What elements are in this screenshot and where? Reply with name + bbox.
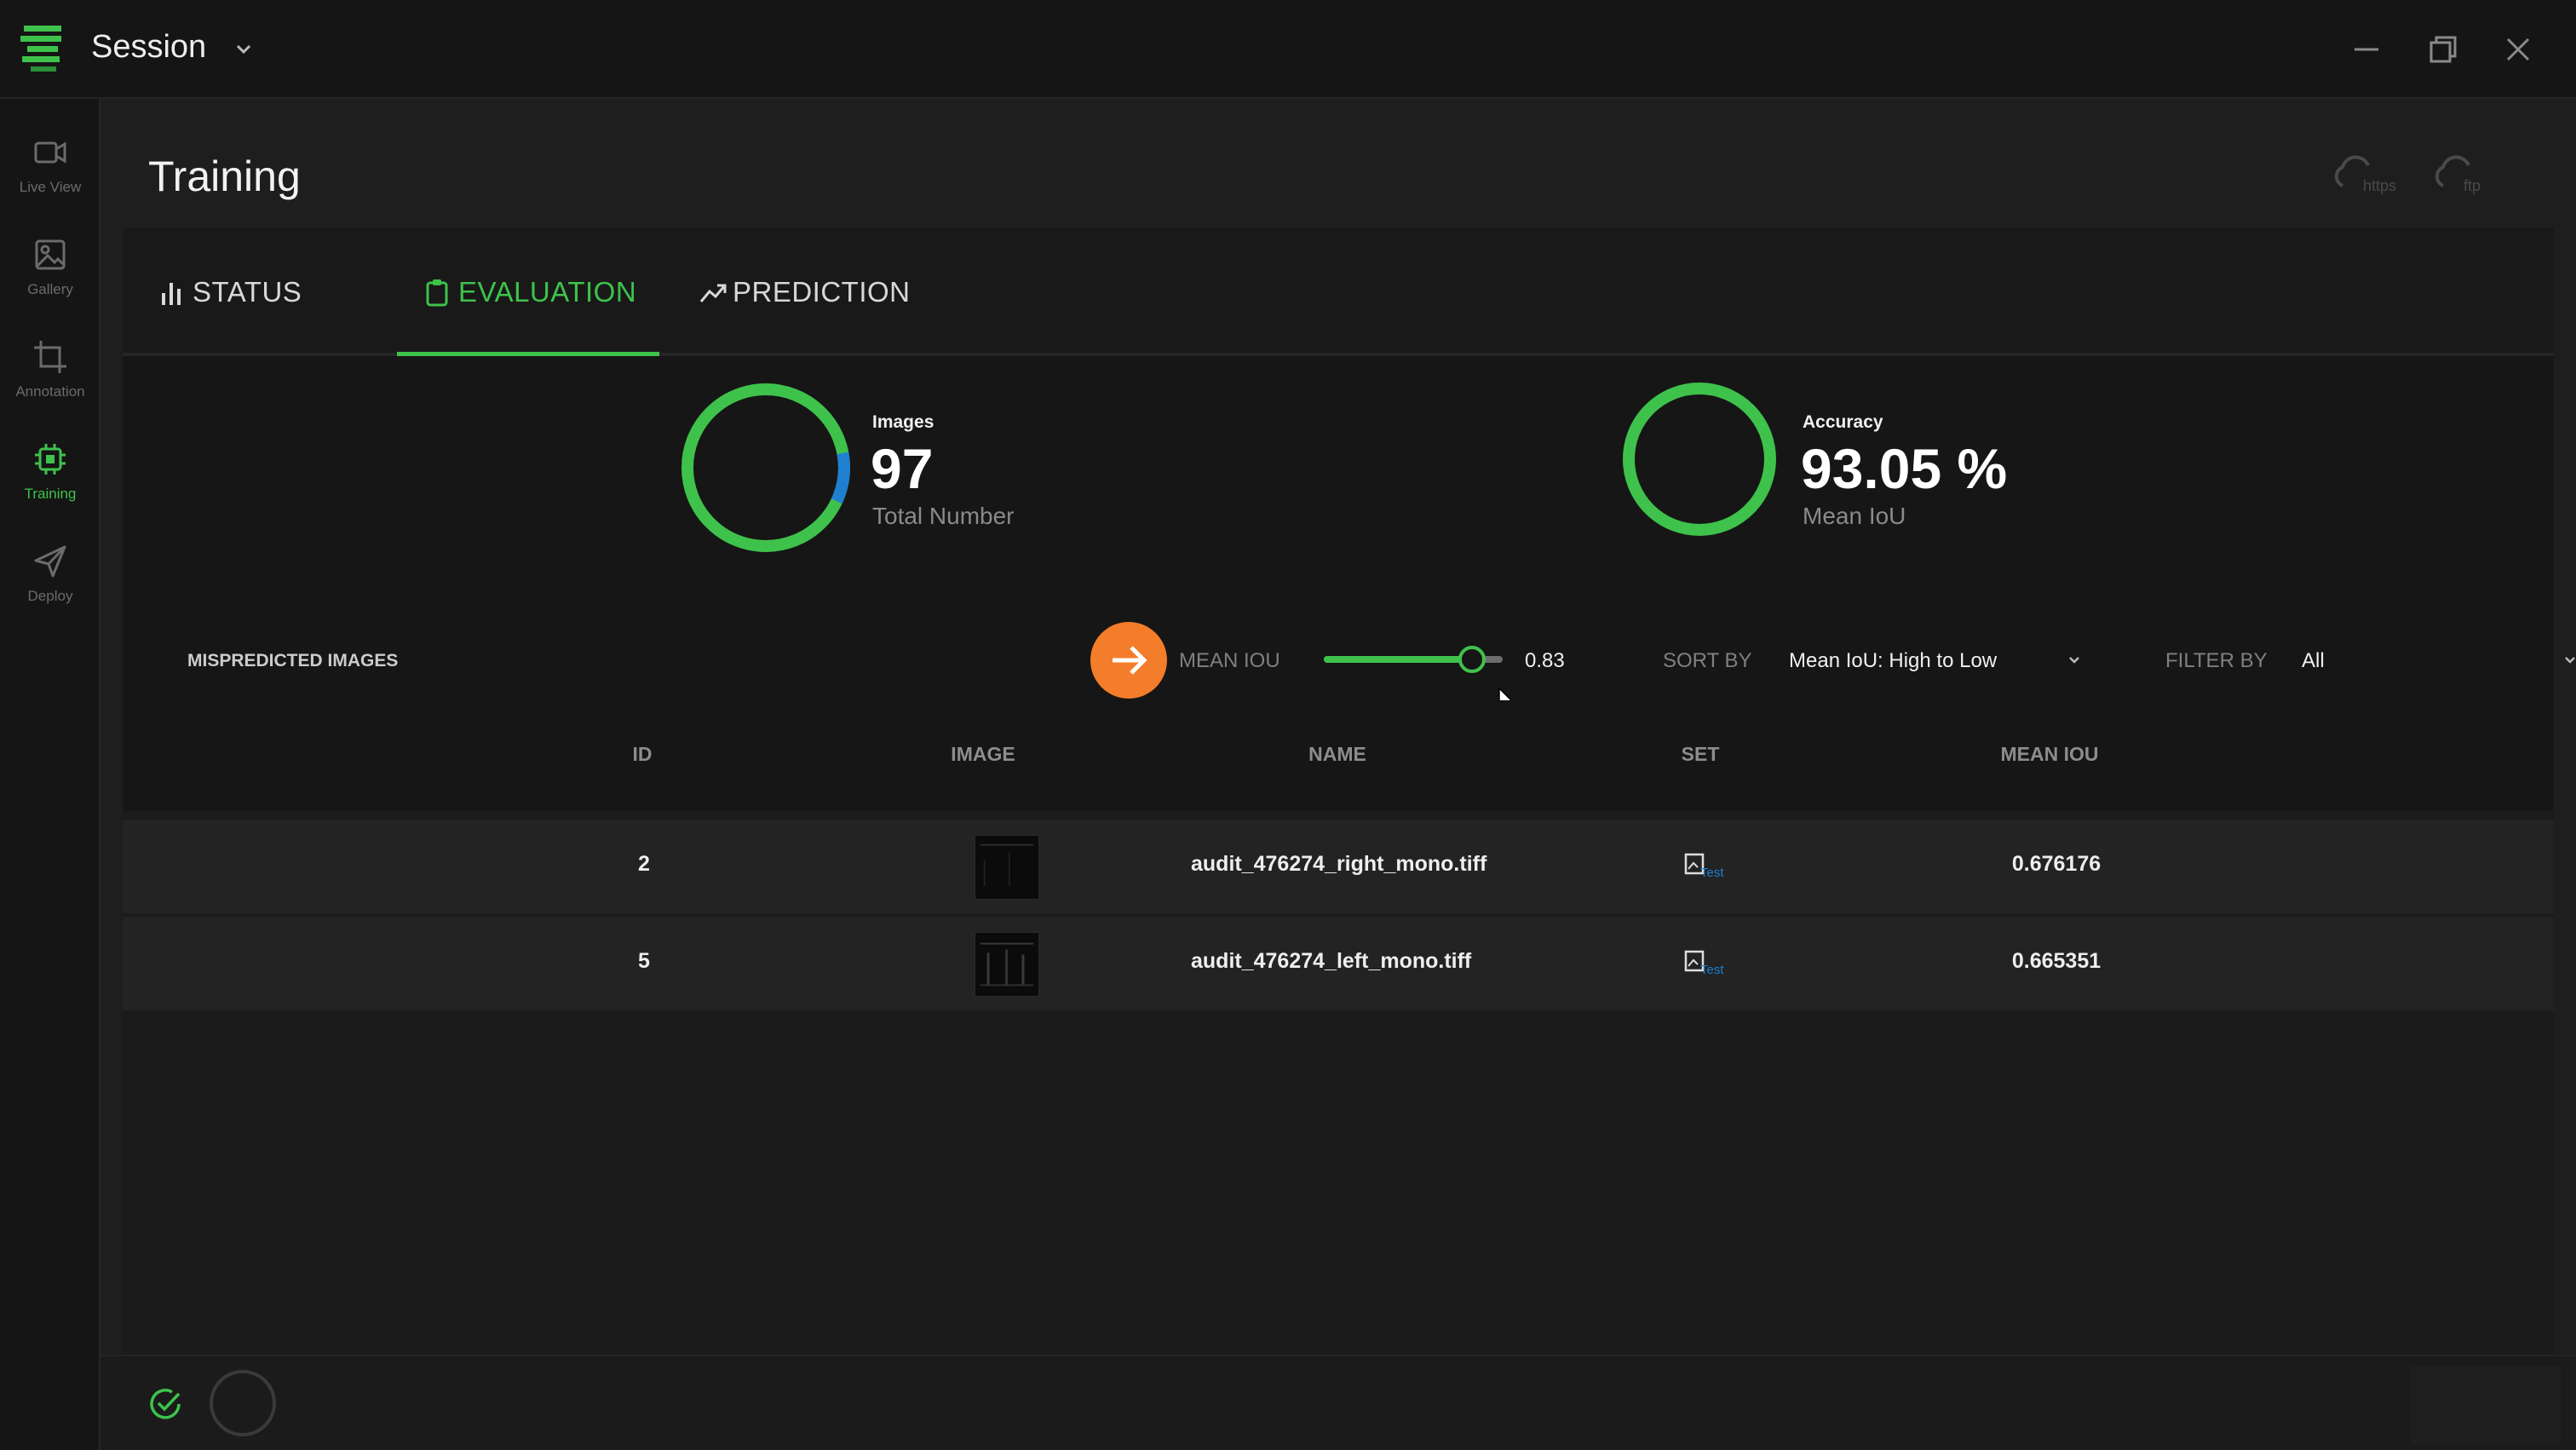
- mean-iou-label: MEAN IOU: [1179, 649, 1280, 672]
- cloud-ftp-label: ftp: [2464, 177, 2481, 194]
- row-name: audit_476274_right_mono.tiff: [1191, 852, 1487, 876]
- cloud-icon: [2435, 155, 2470, 187]
- tab-prediction-label: PREDICTION: [733, 276, 911, 308]
- test-set-icon: [1684, 950, 1705, 972]
- sidebar-item-label: Deploy: [27, 588, 73, 604]
- table-row[interactable]: 2 audit_476274_right_mono.tiff Te: [123, 820, 2554, 913]
- accuracy-sub: Mean IoU: [1803, 503, 1906, 529]
- row-id: 5: [638, 949, 650, 973]
- chevron-down-icon: [2069, 657, 2079, 664]
- filter-by-label: FILTER BY: [2165, 649, 2268, 672]
- status-bar: [101, 1355, 2576, 1450]
- column-header-id: ID: [632, 743, 653, 765]
- column-header-name: NAME: [1308, 743, 1366, 765]
- sort-by-select[interactable]: Mean IoU: High to Low: [1789, 637, 2096, 685]
- image-thumbnail[interactable]: [975, 835, 1039, 900]
- cloud-https-label: https: [2363, 177, 2397, 194]
- active-tab-indicator: [397, 352, 659, 356]
- images-value: 97: [871, 437, 934, 500]
- images-sub: Total Number: [872, 503, 1015, 529]
- accuracy-label: Accuracy: [1803, 412, 1883, 432]
- filter-by-value: All: [2302, 649, 2325, 672]
- minimize-icon[interactable]: [2348, 31, 2385, 68]
- section-title: MISPREDICTED IMAGES: [187, 651, 399, 670]
- set-badge: Test: [1683, 852, 1731, 886]
- tab-bar: STATUS EVALUATION PREDICTION: [123, 228, 2554, 356]
- tab-status-label: STATUS: [193, 276, 302, 308]
- row-id: 2: [638, 852, 650, 876]
- main-content: Training https ftp STATUS: [101, 99, 2576, 1430]
- chevron-down-icon: [2565, 657, 2575, 664]
- mispredicted-table: ID IMAGE NAME SET MEAN IOU 2 audit_47627…: [123, 700, 2554, 1430]
- apply-filter-button[interactable]: [1090, 622, 1167, 699]
- stats-row: Images 97 Total Number Accuracy 93.05 % …: [123, 360, 2554, 573]
- sidebar-item-gallery[interactable]: Gallery: [0, 228, 101, 322]
- row-name: audit_476274_left_mono.tiff: [1191, 949, 1472, 973]
- sidebar-item-label: Live View: [19, 179, 82, 195]
- check-circle-icon: [150, 1389, 181, 1419]
- column-header-mean-iou: MEAN IOU: [2000, 743, 2099, 765]
- sidebar: Live View Gallery Annotation Traini: [0, 99, 101, 1450]
- mispredicted-toolbar: MISPREDICTED IMAGES MEAN IOU 0.83 SORT B…: [123, 573, 2575, 716]
- close-icon[interactable]: [2499, 31, 2537, 68]
- tab-prediction[interactable]: PREDICTION: [699, 228, 920, 356]
- column-header-set: SET: [1681, 743, 1720, 765]
- send-icon: [34, 545, 66, 578]
- title-bar: Session: [0, 0, 2576, 99]
- table-header: ID IMAGE NAME SET MEAN IOU: [123, 700, 2554, 811]
- chip-icon: [35, 444, 66, 475]
- thumbnail-preview: [975, 933, 1038, 996]
- column-header-image: IMAGE: [951, 743, 1015, 765]
- images-label: Images: [872, 412, 934, 432]
- sidebar-item-label: Annotation: [15, 383, 85, 400]
- trend-up-icon: [699, 284, 727, 302]
- cloud-https-button[interactable]: https: [2332, 153, 2409, 201]
- clipboard-icon: [426, 279, 448, 307]
- sidebar-item-training[interactable]: Training: [0, 433, 101, 526]
- progress-spinner: [210, 1370, 276, 1436]
- video-camera-icon: [34, 141, 66, 164]
- thumbnail-preview: [975, 836, 1038, 899]
- evaluation-panel: STATUS EVALUATION PREDICTION: [123, 228, 2575, 1430]
- tab-status[interactable]: STATUS: [157, 228, 344, 356]
- tab-evaluation[interactable]: EVALUATION: [397, 228, 659, 356]
- accuracy-value: 93.05 %: [1801, 437, 2008, 500]
- set-badge: Test: [1683, 949, 1731, 983]
- filter-by-select[interactable]: All: [2302, 637, 2576, 685]
- restore-icon[interactable]: [2424, 31, 2462, 68]
- arrow-right-icon: [1113, 646, 1147, 675]
- row-mean-iou: 0.665351: [2011, 949, 2102, 973]
- bar-chart-icon: [162, 283, 181, 305]
- sidebar-item-label: Gallery: [27, 281, 73, 297]
- tab-evaluation-label: EVALUATION: [458, 276, 637, 308]
- sort-by-value: Mean IoU: High to Low: [1789, 649, 1998, 672]
- chevron-down-icon[interactable]: [232, 37, 256, 61]
- cloud-icon: [2334, 155, 2370, 187]
- status-panel: [2411, 1367, 2561, 1443]
- page-title: Training: [148, 152, 301, 200]
- sidebar-item-label: Training: [24, 486, 77, 502]
- images-ring-chart: [681, 383, 850, 552]
- set-label: Test: [1700, 963, 1724, 977]
- image-thumbnail[interactable]: [975, 932, 1039, 997]
- sort-by-label: SORT BY: [1663, 649, 1752, 672]
- table-row[interactable]: 5 audit_476274_left_mono.tiff: [123, 917, 2554, 1010]
- sidebar-item-annotation[interactable]: Annotation: [0, 331, 101, 424]
- mean-iou-slider-thumb[interactable]: [1458, 646, 1486, 673]
- mean-iou-slider-fill: [1324, 656, 1473, 663]
- mean-iou-slider[interactable]: [1324, 646, 1503, 673]
- image-icon: [35, 239, 66, 270]
- sidebar-item-deploy[interactable]: Deploy: [0, 535, 101, 629]
- sidebar-item-live-view[interactable]: Live View: [0, 126, 101, 220]
- accuracy-ring-chart: [1623, 383, 1776, 536]
- row-mean-iou: 0.676176: [2011, 852, 2102, 876]
- mean-iou-value: 0.83: [1525, 649, 1565, 672]
- test-set-icon: [1684, 853, 1705, 875]
- app-logo-icon: [20, 26, 61, 72]
- cloud-ftp-button[interactable]: ftp: [2433, 153, 2510, 201]
- set-label: Test: [1700, 866, 1724, 880]
- crop-icon: [34, 341, 66, 373]
- session-title[interactable]: Session: [91, 29, 207, 65]
